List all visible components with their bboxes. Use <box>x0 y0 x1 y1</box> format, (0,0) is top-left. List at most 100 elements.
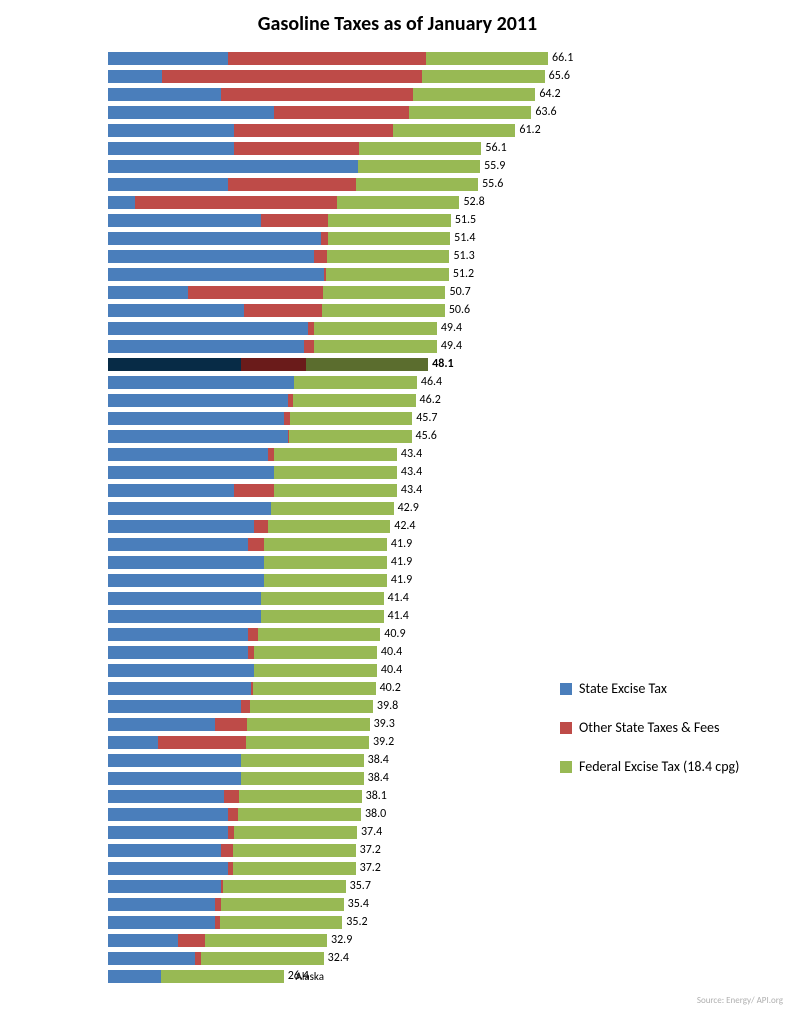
federal-excise-segment <box>246 736 368 749</box>
bar-stack <box>108 808 361 821</box>
federal-excise-segment <box>205 934 327 947</box>
state-excise-segment <box>108 70 162 83</box>
state-excise-segment <box>108 376 294 389</box>
other-state-segment <box>241 700 250 713</box>
federal-excise-segment <box>247 718 369 731</box>
bar-stack <box>108 304 445 317</box>
bar-stack <box>108 232 450 245</box>
bar-row: Mississippi37.2 <box>108 862 768 875</box>
value-label: 65.6 <box>549 70 570 83</box>
federal-excise-segment <box>241 772 363 785</box>
other-state-segment <box>248 646 255 659</box>
state-excise-segment <box>108 592 261 605</box>
state-excise-segment <box>108 772 241 785</box>
bar-stack <box>108 538 387 551</box>
bar-stack <box>108 610 384 623</box>
other-state-segment <box>215 718 248 731</box>
federal-excise-segment <box>264 574 386 587</box>
bar-stack <box>108 574 387 587</box>
value-label: 26.4 <box>288 970 309 983</box>
value-label: 39.2 <box>373 736 394 749</box>
bar-row: New Jersey32.9 <box>108 934 768 947</box>
bar-stack <box>108 700 373 713</box>
bar-row: Washington55.9 <box>108 160 768 173</box>
state-excise-segment <box>108 178 228 191</box>
value-label: 32.9 <box>331 934 352 947</box>
value-label: 39.8 <box>377 700 398 713</box>
federal-excise-segment <box>413 88 535 101</box>
bar-row: Iowa40.4 <box>108 646 768 659</box>
state-excise-segment <box>108 430 288 443</box>
value-label: 43.4 <box>401 484 422 497</box>
federal-excise-segment <box>294 376 416 389</box>
state-excise-segment <box>108 610 261 623</box>
other-state-segment <box>135 196 337 209</box>
value-label: 41.9 <box>391 556 412 569</box>
federal-excise-segment <box>323 286 445 299</box>
bar-row: Kansas43.4 <box>108 448 768 461</box>
state-excise-segment <box>108 520 254 533</box>
federal-excise-segment <box>409 106 531 119</box>
state-excise-segment <box>108 214 261 227</box>
state-excise-segment <box>108 538 248 551</box>
value-label: 41.4 <box>388 592 409 605</box>
bar-stack <box>108 484 397 497</box>
other-state-segment <box>234 124 392 137</box>
other-state-segment <box>234 142 358 155</box>
bar-row: District of Columbia41.9 <box>108 574 768 587</box>
other-state-segment <box>215 898 222 911</box>
bar-stack <box>108 376 417 389</box>
state-excise-segment <box>108 196 135 209</box>
value-label: 35.4 <box>348 898 369 911</box>
bar-stack <box>108 214 451 227</box>
other-state-segment <box>228 52 426 65</box>
federal-excise-segment <box>233 844 355 857</box>
bar-row: Kentucky40.9 <box>108 628 768 641</box>
value-label: 43.4 <box>401 448 422 461</box>
value-label: 55.9 <box>484 160 505 173</box>
federal-excise-segment <box>254 664 376 677</box>
legend-item: State Excise Tax <box>560 680 739 697</box>
bar-row: Nevada51.5 <box>108 214 768 227</box>
other-state-segment <box>188 286 323 299</box>
bar-row: Maine49.4 <box>108 340 768 353</box>
value-label: 32.4 <box>328 952 349 965</box>
value-label: 51.3 <box>453 250 474 263</box>
value-label: 40.2 <box>380 682 401 695</box>
state-excise-segment <box>108 862 228 875</box>
bar-stack <box>108 646 377 659</box>
state-excise-segment <box>108 646 248 659</box>
other-state-segment <box>248 628 257 641</box>
federal-excise-segment <box>328 214 450 227</box>
value-label: 43.4 <box>401 466 422 479</box>
bar-row: Delaware41.4 <box>108 610 768 623</box>
bar-stack <box>108 934 327 947</box>
federal-excise-segment <box>264 556 386 569</box>
other-state-segment <box>228 808 239 821</box>
legend: State Excise TaxOther State Taxes & Fees… <box>560 680 739 797</box>
federal-excise-segment <box>220 916 342 929</box>
bar-stack <box>108 106 531 119</box>
federal-excise-segment <box>322 304 444 317</box>
bar-row: Illinois61.2 <box>108 124 768 137</box>
federal-excise-segment <box>359 142 481 155</box>
bar-stack <box>108 250 449 263</box>
value-label: 41.9 <box>391 574 412 587</box>
bar-stack <box>108 448 397 461</box>
federal-excise-segment <box>274 448 396 461</box>
federal-excise-segment <box>268 520 390 533</box>
federal-excise-segment <box>264 538 386 551</box>
state-excise-segment <box>108 934 178 947</box>
other-state-segment <box>274 106 408 119</box>
federal-excise-segment <box>241 754 363 767</box>
value-label: 51.2 <box>453 268 474 281</box>
state-excise-segment <box>108 358 241 371</box>
value-label: 52.8 <box>463 196 484 209</box>
state-excise-segment <box>108 628 248 641</box>
federal-excise-segment <box>250 700 372 713</box>
source-note: Source: Energy/ API.org <box>697 995 783 1006</box>
federal-excise-segment <box>201 952 323 965</box>
value-label: 63.6 <box>535 106 556 119</box>
bar-row: Michigan56.1 <box>108 142 768 155</box>
bar-stack <box>108 880 346 893</box>
